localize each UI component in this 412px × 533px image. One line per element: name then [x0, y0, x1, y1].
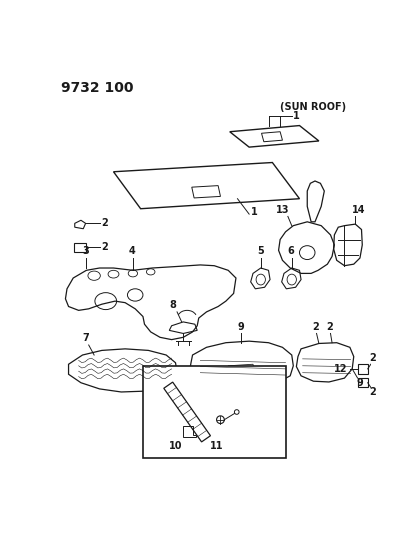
Text: 9: 9	[237, 322, 244, 332]
Text: 2: 2	[327, 322, 333, 332]
Text: 2: 2	[369, 387, 376, 398]
Text: 3: 3	[82, 246, 89, 256]
Text: 1: 1	[250, 207, 258, 217]
Text: 9732 100: 9732 100	[61, 81, 133, 95]
Text: 2: 2	[313, 322, 319, 332]
Text: 6: 6	[288, 246, 295, 256]
Text: 2: 2	[369, 353, 376, 363]
Text: 10: 10	[169, 441, 183, 451]
Text: 2: 2	[101, 219, 108, 228]
Bar	[143, 366, 286, 458]
Text: 5: 5	[257, 246, 264, 256]
Text: 7: 7	[82, 334, 89, 343]
Text: 11: 11	[211, 441, 224, 451]
Text: (SUN ROOF): (SUN ROOF)	[280, 102, 346, 112]
Text: 13: 13	[276, 205, 290, 215]
Text: 9: 9	[356, 378, 363, 388]
Text: 1: 1	[293, 111, 300, 122]
Text: 8: 8	[169, 301, 176, 310]
Text: 2: 2	[101, 242, 108, 252]
Text: 12: 12	[334, 364, 348, 374]
Text: 4: 4	[129, 246, 136, 256]
Text: 14: 14	[352, 205, 366, 215]
